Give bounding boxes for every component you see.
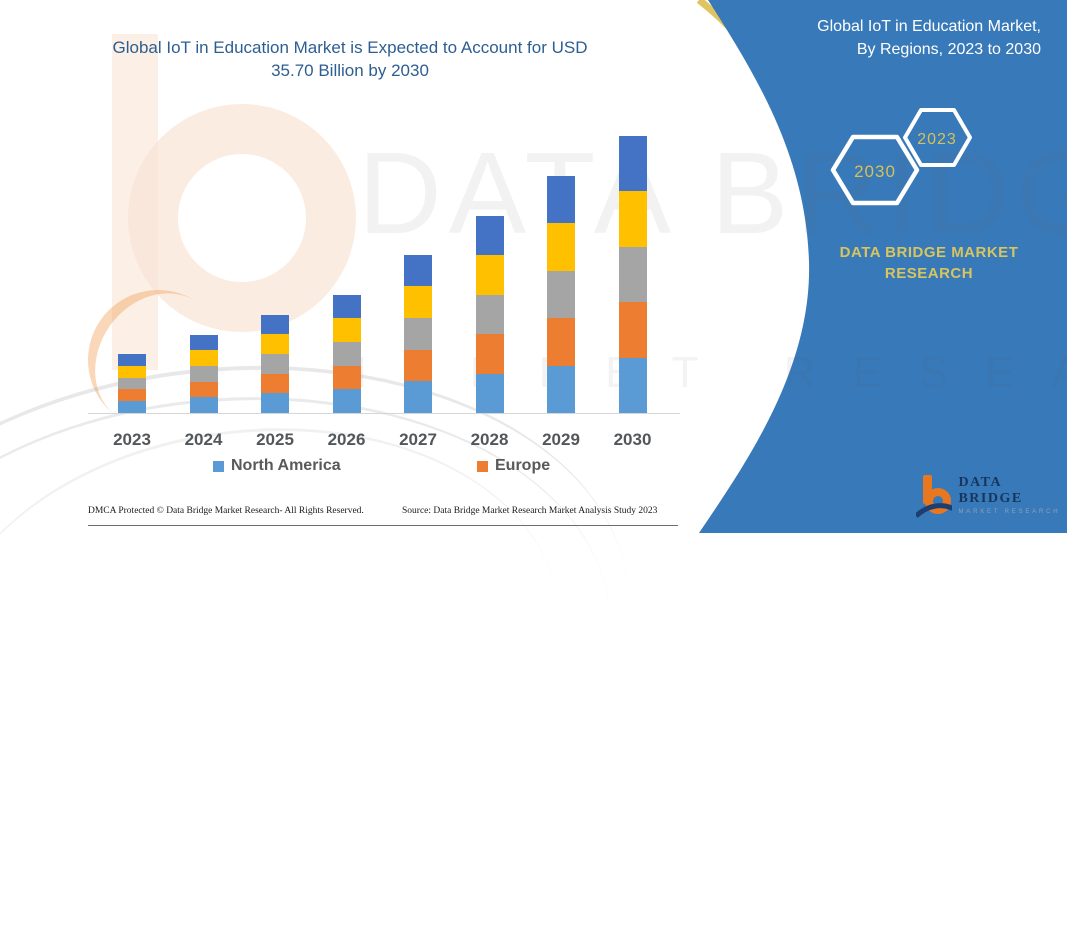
bar-segment [118,389,146,402]
x-axis-label: 2030 [613,430,652,449]
bar-segment [475,255,504,295]
bar-2027 [404,254,432,413]
banner-shape [699,0,1067,533]
bar-segment [547,223,575,271]
logo-name: DATA BRIDGE [958,475,1023,506]
banner-background [696,0,1067,533]
x-axis-label: 2029 [542,430,580,449]
bar-segment [618,135,647,192]
bar-segment [475,334,504,374]
legend-label: North America [231,457,341,474]
legend-label: Europe [495,457,551,474]
bar-segment [475,294,504,335]
x-axis-label: 2028 [470,430,509,449]
logo-subtitle: MARKET RESEARCH [958,509,1061,515]
x-axis-label: 2026 [327,430,366,449]
bar-segment [189,381,218,398]
brand-line2: RESEARCH [884,265,974,282]
bar-segment [475,373,504,413]
bar-segment [189,334,218,351]
bar-segment [404,286,432,318]
x-axis-line [88,413,680,414]
logo-b-icon [916,475,953,518]
bar-segment [332,365,361,390]
x-axis-label: 2025 [256,430,294,449]
bar-2028 [475,215,504,413]
bar-segment [261,373,289,394]
bar-2024 [189,334,218,413]
banner-heading-line2: By Regions, 2023 to 2030 [856,41,1041,58]
bar-segment [404,349,432,382]
chart-title-line2: 35.70 Billion by 2030 [271,61,429,80]
bar-segment [332,318,361,342]
legend-item-europe: Europe [477,457,550,475]
legend-item-north-america: North America [213,457,341,475]
legend-swatch [213,460,224,472]
bar-segment [189,365,218,382]
company-logo: DATA BRIDGE MARKET RESEARCH [916,470,1066,520]
brand-wordmark: DATA BRIDGE MARKET RESEARCH [826,242,1032,284]
bar-segment [332,389,361,413]
bar-segment [189,350,218,366]
bar-2025 [261,314,289,413]
brand-line1: DATA BRIDGE MARKET [839,244,1019,261]
banner-heading: Global IoT in Education Market, By Regio… [817,15,1041,61]
logo-text: DATA BRIDGE MARKET RESEARCH [958,475,1066,515]
bar-2023 [118,354,146,413]
bar-segment [404,317,432,350]
bar-segment [261,354,289,374]
bar-2026 [332,294,361,413]
bar-segment [547,365,575,413]
stacked-bar-chart: 2023 2024 2025 2026 2027 2028 2029 2030 North A… [88,135,680,475]
bar-segment [118,365,146,378]
bar-segment [118,354,146,366]
bar-2030 [618,135,647,413]
banner-heading-line1: Global IoT in Education Market, [817,18,1041,35]
bar-2029 [547,175,575,413]
bar-segment [189,397,218,413]
bar-segment [618,357,647,413]
x-axis-label: 2024 [184,430,223,449]
bar-segment [618,191,647,247]
bar-segment [118,377,146,390]
chart-title-line1: Global IoT in Education Market is Expect… [112,38,588,57]
bar-segment [547,175,575,224]
footer-divider-line [88,525,678,526]
footer-dmca: DMCA Protected © Data Bridge Market Rese… [88,506,364,516]
bar-segment [261,334,289,355]
chart-title: Global IoT in Education Market is Expect… [70,36,630,82]
bar-segment [547,270,575,319]
bar-segment [404,381,432,413]
bar-segment [332,294,361,319]
x-axis-label: 2027 [399,430,437,449]
bar-segment [618,246,647,303]
watermark-text-marketresearch: MARKET RESEARCH [330,348,1067,397]
bar-segment [261,314,289,335]
bar-segment [547,318,575,366]
bar-segment [261,393,289,413]
legend-swatch [477,460,488,472]
footer-source: Source: Data Bridge Market Research Mark… [402,506,658,516]
bar-segment [618,302,647,358]
x-axis-label: 2023 [113,430,151,449]
bar-segment [332,341,361,366]
bar-segment [475,215,504,256]
bar-segment [404,254,432,287]
bar-segment [118,401,146,413]
